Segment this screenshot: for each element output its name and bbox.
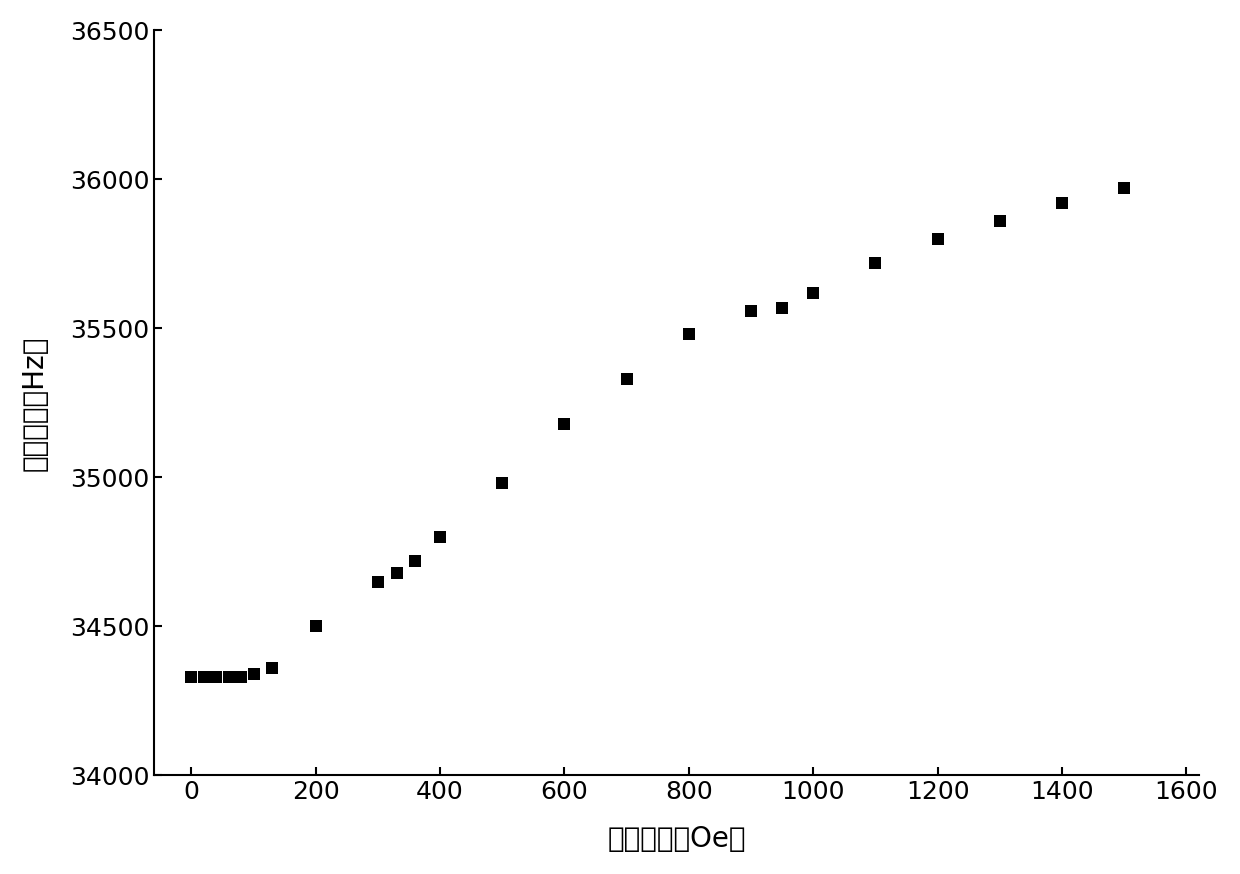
Point (231, 670, 250, 684)
Point (773, 301, 792, 315)
Point (206, 670, 226, 684)
Point (306, 620, 326, 634)
Point (616, 372, 636, 386)
Point (405, 554, 425, 568)
Point (742, 303, 761, 317)
X-axis label: 磁场强度（Oe）: 磁场强度（Oe） (608, 825, 745, 853)
Point (990, 214, 1009, 228)
Point (680, 328, 699, 342)
Point (804, 286, 823, 300)
Point (218, 670, 238, 684)
Point (1052, 197, 1071, 211)
Point (430, 530, 450, 544)
Point (263, 661, 283, 675)
Point (387, 565, 407, 579)
Point (1115, 181, 1135, 195)
Point (243, 667, 263, 681)
Y-axis label: 谐振频率（Hz）: 谐振频率（Hz） (21, 336, 48, 470)
Point (866, 256, 885, 270)
Point (928, 232, 947, 246)
Point (492, 476, 512, 490)
Point (181, 670, 201, 684)
Point (368, 575, 388, 589)
Point (554, 417, 574, 431)
Point (193, 670, 213, 684)
